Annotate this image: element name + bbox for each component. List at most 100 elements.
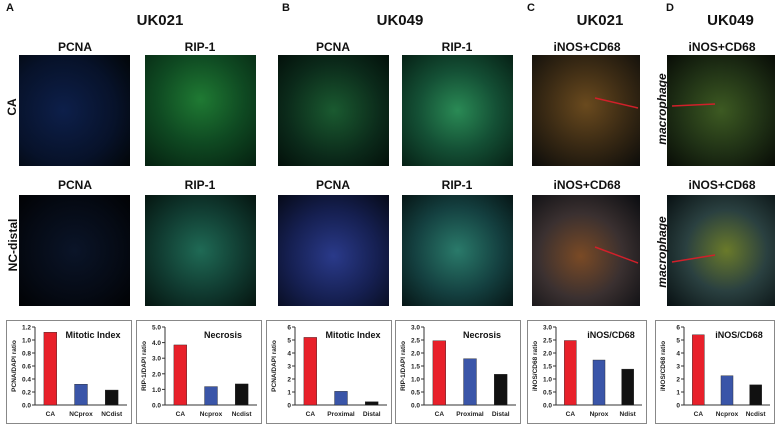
svg-text:1.0: 1.0 xyxy=(411,377,420,384)
svg-text:Ncprox: Ncprox xyxy=(200,411,223,418)
svg-text:3: 3 xyxy=(287,364,291,371)
svg-text:0.0: 0.0 xyxy=(543,403,552,410)
panel-letter-d: D xyxy=(666,2,674,14)
svg-text:RIP-1/DAPI ratio: RIP-1/DAPI ratio xyxy=(400,341,407,391)
pointer-line xyxy=(594,97,716,109)
svg-text:0: 0 xyxy=(287,403,291,410)
svg-text:0.5: 0.5 xyxy=(543,390,552,397)
svg-text:Ncprox: Ncprox xyxy=(716,411,739,418)
svg-text:iNOS/CD68 ratio: iNOS/CD68 ratio xyxy=(532,341,539,391)
panel-letter-b: B xyxy=(282,2,290,14)
svg-text:3.0: 3.0 xyxy=(543,325,552,332)
svg-text:2.0: 2.0 xyxy=(543,351,552,358)
chart-necrosis-uk049: 0.0 0.5 1.0 1.5 2.0 2.5 3.0 RIP-1/DAPI ratio Nec… xyxy=(395,320,521,424)
svg-text:0: 0 xyxy=(676,403,680,410)
sample-title-a: UK021 xyxy=(136,12,184,29)
svg-text:Ndist: Ndist xyxy=(620,411,637,418)
svg-text:2: 2 xyxy=(676,377,680,384)
stain-label: PCNA xyxy=(315,178,350,192)
stain-label: PCNA xyxy=(57,178,92,192)
sample-title-d: UK049 xyxy=(707,12,754,29)
stain-label: RIP-1 xyxy=(441,40,473,54)
svg-text:4.0: 4.0 xyxy=(152,340,161,347)
svg-text:Mitotic Index: Mitotic Index xyxy=(325,330,380,340)
micrograph-pcna-ca-uk049 xyxy=(278,55,389,166)
stain-label: RIP-1 xyxy=(441,178,473,192)
sample-title-c: UK021 xyxy=(576,12,624,29)
micrograph-inos-cd68-nc-uk021 xyxy=(532,195,640,306)
svg-text:0.4: 0.4 xyxy=(22,377,31,384)
svg-text:2.0: 2.0 xyxy=(411,351,420,358)
svg-text:CA: CA xyxy=(176,411,186,418)
chart-mitotic-index-uk021: 0.0 0.2 0.4 0.6 0.8 1.0 1.2 PCNA/DAPI ratio Mito… xyxy=(6,320,132,424)
micrograph-inos-cd68-nc-uk049 xyxy=(667,195,775,306)
micrograph-rip1-ca-uk021 xyxy=(145,55,256,166)
svg-text:Ncdist: Ncdist xyxy=(232,411,253,418)
micrograph-pcna-nc-uk049 xyxy=(278,195,389,306)
svg-text:6: 6 xyxy=(676,325,680,332)
stain-label: RIP-1 xyxy=(184,178,216,192)
pointer-line xyxy=(594,246,716,264)
svg-text:0.6: 0.6 xyxy=(22,364,31,371)
row-label-ca: CA xyxy=(5,98,19,116)
svg-text:0.0: 0.0 xyxy=(152,403,161,410)
svg-text:2.5: 2.5 xyxy=(543,338,552,345)
chart-necrosis-uk021: 0.0 1.0 2.0 3.0 4.0 5.0 RIP-1/DAPI ratio Necros… xyxy=(136,320,262,424)
svg-text:Proximal: Proximal xyxy=(456,411,484,418)
svg-text:2.5: 2.5 xyxy=(411,338,420,345)
micrograph-inos-cd68-ca-uk049 xyxy=(667,55,775,166)
svg-text:PCNA/DAPI ratio: PCNA/DAPI ratio xyxy=(11,340,18,392)
svg-text:1.0: 1.0 xyxy=(543,377,552,384)
svg-text:6: 6 xyxy=(287,325,291,332)
stain-label: PCNA xyxy=(57,40,92,54)
chart-mitotic-index-uk049: 0 1 2 3 4 5 6 PCNA/DAPI ratio Mitotic Index CA Pro… xyxy=(266,320,392,424)
svg-text:CA: CA xyxy=(435,411,445,418)
svg-text:iNOS/CD68: iNOS/CD68 xyxy=(715,330,763,340)
svg-text:1: 1 xyxy=(287,390,291,397)
micrograph-rip1-nc-uk049 xyxy=(402,195,513,306)
panel-letter-c: C xyxy=(527,2,535,14)
chart-inos-cd68-uk021: 0.0 0.5 1.0 1.5 2.0 2.5 3.0 iNOS/CD68 ratio iNOS… xyxy=(527,320,647,424)
svg-text:iNOS/CD68: iNOS/CD68 xyxy=(587,330,635,340)
svg-text:CA: CA xyxy=(46,411,56,418)
svg-text:CA: CA xyxy=(566,411,576,418)
svg-text:Necrosis: Necrosis xyxy=(204,330,242,340)
micrograph-rip1-nc-uk021 xyxy=(145,195,256,306)
svg-text:0.5: 0.5 xyxy=(411,390,420,397)
svg-text:Proximal: Proximal xyxy=(327,411,355,418)
svg-text:3: 3 xyxy=(676,364,680,371)
svg-text:5.0: 5.0 xyxy=(152,325,161,332)
stain-label: iNOS+CD68 xyxy=(688,40,756,54)
svg-text:1: 1 xyxy=(676,390,680,397)
svg-text:Necrosis: Necrosis xyxy=(463,330,501,340)
svg-text:1.0: 1.0 xyxy=(152,387,161,394)
svg-text:iNOS/CD68 ratio: iNOS/CD68 ratio xyxy=(660,341,667,391)
svg-text:0.2: 0.2 xyxy=(22,390,31,397)
svg-text:0.0: 0.0 xyxy=(411,403,420,410)
stain-label: iNOS+CD68 xyxy=(553,178,621,192)
micrograph-pcna-ca-uk021 xyxy=(19,55,130,166)
stain-label: PCNA xyxy=(315,40,350,54)
svg-text:PCNA/DAPI ratio: PCNA/DAPI ratio xyxy=(271,340,278,392)
svg-text:1.5: 1.5 xyxy=(543,364,552,371)
svg-text:1.5: 1.5 xyxy=(411,364,420,371)
svg-text:Ncdist: Ncdist xyxy=(746,411,767,418)
svg-text:5: 5 xyxy=(676,338,680,345)
svg-text:0.0: 0.0 xyxy=(22,403,31,410)
svg-text:1.0: 1.0 xyxy=(22,338,31,345)
svg-text:NCdist: NCdist xyxy=(101,411,123,418)
svg-text:3.0: 3.0 xyxy=(152,356,161,363)
svg-text:4: 4 xyxy=(676,351,680,358)
svg-text:0.8: 0.8 xyxy=(22,351,31,358)
svg-text:NCprox: NCprox xyxy=(69,411,93,418)
svg-text:RIP-1/DAPI ratio: RIP-1/DAPI ratio xyxy=(141,341,148,391)
panel-letter-a: A xyxy=(6,2,14,14)
svg-text:5: 5 xyxy=(287,338,291,345)
svg-text:2.0: 2.0 xyxy=(152,371,161,378)
stain-label: iNOS+CD68 xyxy=(688,178,756,192)
svg-text:Nprox: Nprox xyxy=(590,411,609,418)
stain-label: iNOS+CD68 xyxy=(553,40,621,54)
row-label-nc-distal: NC-distal xyxy=(6,218,20,272)
svg-text:3.0: 3.0 xyxy=(411,325,420,332)
chart-inos-cd68-uk049: 0 1 2 3 4 5 6 iNOS/CD68 ratio iNOS/CD68 CA Ncprox N… xyxy=(655,320,775,424)
